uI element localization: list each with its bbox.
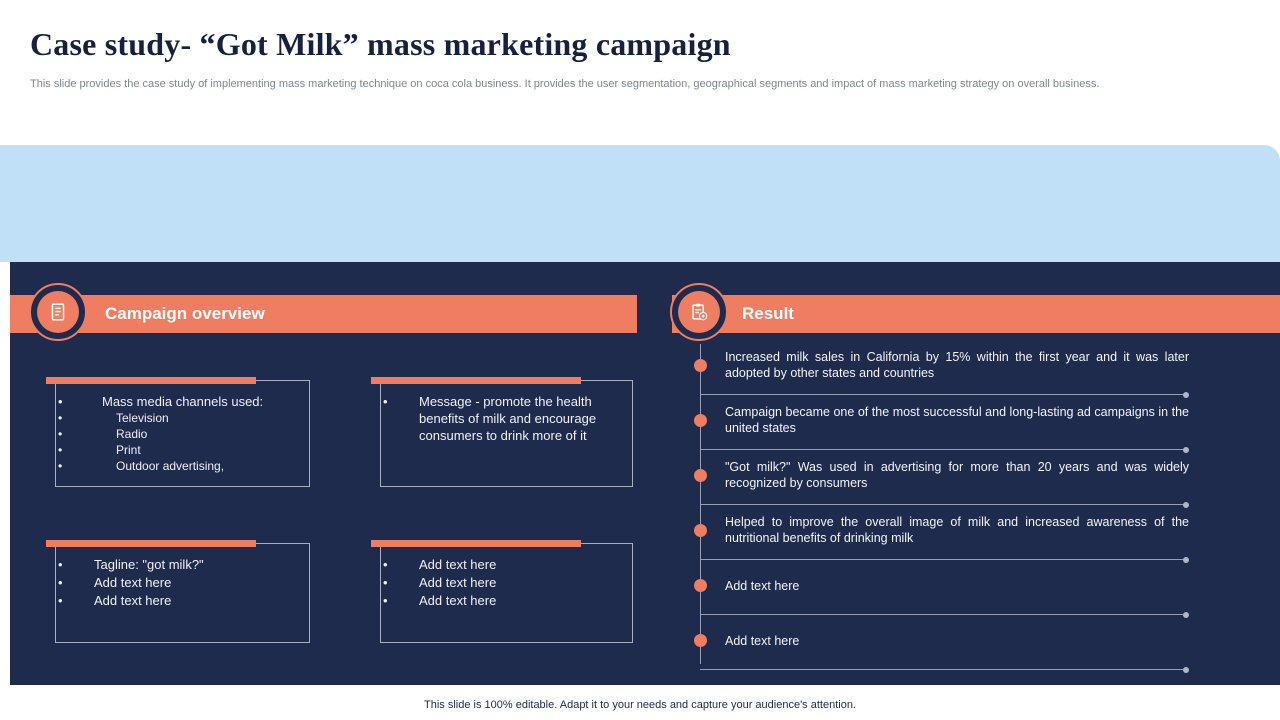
box-sub-bullet: Print bbox=[102, 442, 303, 458]
timeline-dot bbox=[694, 359, 707, 372]
slide-subtitle: This slide provides the case study of im… bbox=[30, 78, 1100, 90]
campaign-overview-badge bbox=[29, 283, 87, 341]
box-sub-bullet: Outdoor advertising, bbox=[102, 458, 303, 474]
box-bullet: Tagline: "got milk?" bbox=[78, 556, 303, 574]
timeline-item: "Got milk?" Was used in advertising for … bbox=[694, 450, 1189, 508]
timeline-item: Helped to improve the overall image of m… bbox=[694, 505, 1189, 563]
result-timeline: Increased milk sales in California by 15… bbox=[694, 340, 1190, 673]
placeholder-text[interactable]: Add text here bbox=[403, 592, 626, 610]
box-accent-bar bbox=[46, 377, 256, 384]
placeholder-text[interactable]: Add text here bbox=[403, 574, 626, 592]
box-bullet: Message - promote the health benefits of… bbox=[403, 393, 620, 444]
campaign-overview-title: Campaign overview bbox=[105, 304, 265, 323]
timeline-separator bbox=[700, 501, 1189, 508]
placeholder-text[interactable]: Add text here bbox=[403, 556, 626, 574]
timeline-text: Helped to improve the overall image of m… bbox=[725, 515, 1189, 545]
overview-box-tagline: Tagline: "got milk?" Add text here Add t… bbox=[46, 540, 310, 643]
timeline-dot bbox=[694, 469, 707, 482]
timeline-item: Add text here bbox=[694, 615, 1189, 673]
box-accent-bar bbox=[46, 540, 256, 547]
timeline-separator bbox=[700, 556, 1189, 563]
timeline-text: "Got milk?" Was used in advertising for … bbox=[725, 460, 1189, 490]
timeline-dot bbox=[694, 634, 707, 647]
slide-footer-note: This slide is 100% editable. Adapt it to… bbox=[424, 699, 856, 711]
box-accent-bar bbox=[371, 540, 581, 547]
need-of-campaign-panel: Need of marketing campaign California mi… bbox=[0, 145, 1280, 380]
timeline-separator bbox=[700, 611, 1189, 618]
result-title: Result bbox=[742, 304, 794, 323]
box-accent-bar bbox=[371, 377, 581, 384]
timeline-text: Increased milk sales in California by 15… bbox=[725, 350, 1189, 380]
placeholder-text[interactable]: Add text here bbox=[78, 574, 303, 592]
clipboard-plus-icon bbox=[678, 291, 720, 333]
timeline-dot bbox=[694, 414, 707, 427]
overview-box-media-channels: Mass media channels used: Television Rad… bbox=[46, 377, 310, 487]
overview-box-message: Message - promote the health benefits of… bbox=[371, 377, 633, 487]
box-sub-bullet: Radio bbox=[102, 426, 303, 442]
result-ribbon: Result bbox=[672, 295, 1280, 333]
timeline-text: Campaign became one of the most successf… bbox=[725, 405, 1189, 435]
box-sub-bullet: Television bbox=[102, 410, 303, 426]
result-badge bbox=[670, 283, 728, 341]
timeline-separator bbox=[700, 446, 1189, 453]
page-title: Case study- “Got Milk” mass marketing ca… bbox=[30, 26, 731, 62]
document-icon bbox=[37, 291, 79, 333]
placeholder-text[interactable]: Add text here bbox=[78, 592, 303, 610]
placeholder-text[interactable]: Add text here bbox=[725, 579, 800, 593]
timeline-item: Add text here bbox=[694, 560, 1189, 618]
timeline-item: Campaign became one of the most successf… bbox=[694, 395, 1189, 453]
timeline-separator bbox=[700, 391, 1189, 398]
overview-box-placeholder: Add text here Add text here Add text her… bbox=[371, 540, 633, 643]
campaign-overview-ribbon: Campaign overview bbox=[10, 295, 637, 333]
placeholder-text[interactable]: Add text here bbox=[725, 634, 800, 648]
box-bullet: Mass media channels used: bbox=[86, 393, 303, 410]
timeline-dot bbox=[694, 524, 707, 537]
timeline-dot bbox=[694, 579, 707, 592]
timeline-separator bbox=[700, 666, 1189, 673]
timeline-item: Increased milk sales in California by 15… bbox=[694, 340, 1189, 398]
